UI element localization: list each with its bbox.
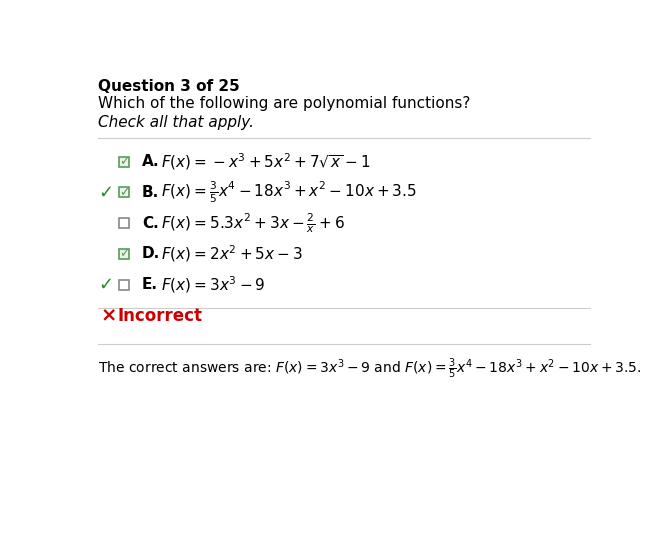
FancyBboxPatch shape [119, 187, 130, 197]
Text: Incorrect: Incorrect [118, 306, 203, 325]
Text: $F(x) = 3x^3 - 9$: $F(x) = 3x^3 - 9$ [161, 274, 266, 295]
Text: ×: × [101, 306, 117, 325]
Text: ✓: ✓ [98, 276, 113, 294]
Text: E.: E. [142, 277, 158, 292]
Text: Question 3 of 25: Question 3 of 25 [98, 79, 240, 94]
Text: D.: D. [142, 246, 160, 262]
FancyBboxPatch shape [119, 249, 130, 259]
Text: A.: A. [142, 154, 160, 169]
Text: Which of the following are polynomial functions?: Which of the following are polynomial fu… [98, 96, 470, 111]
Text: ✓: ✓ [119, 248, 130, 261]
FancyBboxPatch shape [119, 157, 130, 166]
Text: Check all that apply.: Check all that apply. [98, 115, 254, 131]
Text: $F(x) = \frac{3}{5}x^4 - 18x^3 + x^2 - 10x + 3.5$: $F(x) = \frac{3}{5}x^4 - 18x^3 + x^2 - 1… [161, 180, 417, 205]
Text: ✓: ✓ [119, 155, 130, 168]
Text: ✓: ✓ [119, 186, 130, 199]
Text: $F(x) = 5.3x^2 + 3x - \frac{2}{x} + 6$: $F(x) = 5.3x^2 + 3x - \frac{2}{x} + 6$ [161, 212, 346, 235]
Text: B.: B. [142, 185, 159, 200]
Text: ✓: ✓ [98, 183, 113, 201]
FancyBboxPatch shape [119, 280, 130, 290]
Text: $F(x) = 2x^2 + 5x - 3$: $F(x) = 2x^2 + 5x - 3$ [161, 244, 303, 264]
FancyBboxPatch shape [119, 218, 130, 228]
Text: The correct answers are: $F(x) = 3x^3 - 9$ and $F(x) = \frac{3}{5}x^4 - 18x^3 + : The correct answers are: $F(x) = 3x^3 - … [98, 356, 641, 381]
Text: C.: C. [142, 215, 159, 231]
Text: $F(x) = -x^3 + 5x^2 + 7\sqrt{x} - 1$: $F(x) = -x^3 + 5x^2 + 7\sqrt{x} - 1$ [161, 151, 371, 172]
